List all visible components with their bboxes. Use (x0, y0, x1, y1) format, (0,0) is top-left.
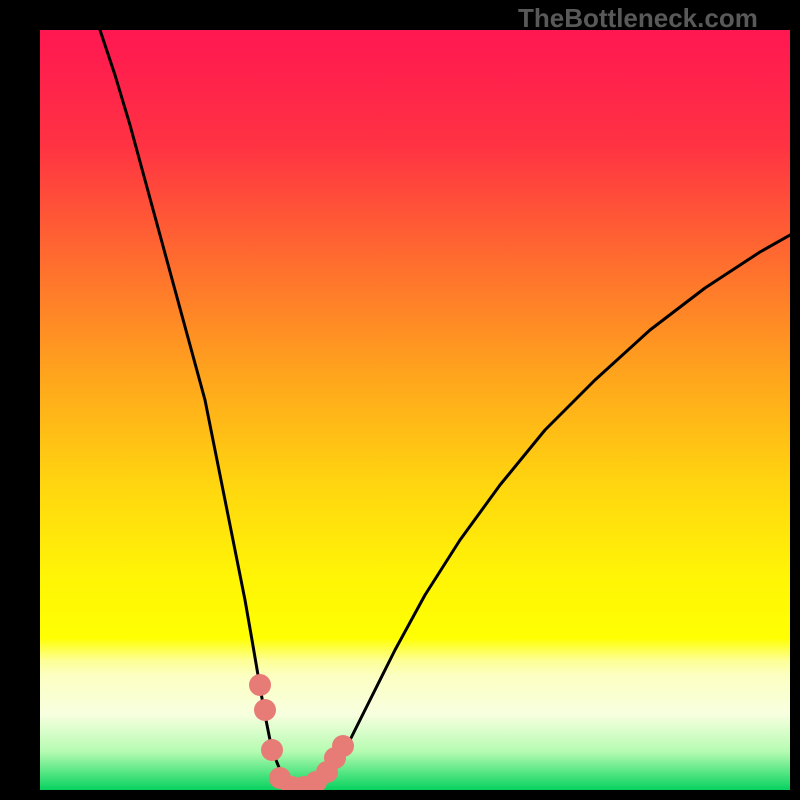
frame-border (0, 0, 800, 800)
attribution-text: TheBottleneck.com (518, 3, 758, 34)
